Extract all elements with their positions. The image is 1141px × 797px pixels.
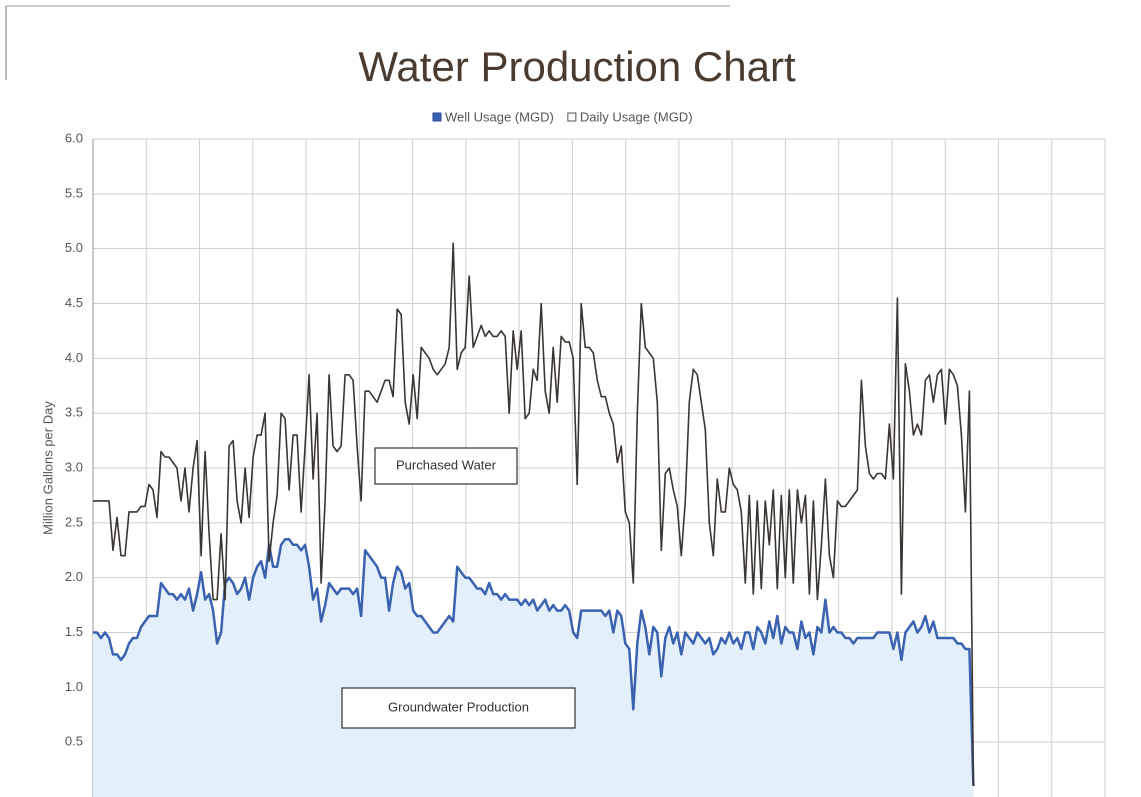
legend-label: Well Usage (MGD)	[445, 109, 554, 124]
series-line	[93, 242, 975, 787]
y-axis-label: Million Gallons per Day	[40, 401, 55, 535]
annotation-text: Purchased Water	[396, 457, 497, 472]
y-tick-label: 3.0	[65, 459, 83, 474]
legend-swatch	[567, 112, 577, 122]
y-tick-label: 1.5	[65, 624, 83, 639]
y-tick-label: 6.0	[65, 130, 83, 145]
area-fill	[93, 539, 974, 797]
annotation-box	[341, 687, 576, 729]
y-tick-label: 5.5	[65, 185, 83, 200]
y-tick-label: 4.0	[65, 350, 83, 365]
legend-label: Daily Usage (MGD)	[580, 109, 693, 124]
annotation-text: Groundwater Production	[388, 699, 529, 714]
y-tick-label: 3.5	[65, 405, 83, 420]
y-tick-label: 2.5	[65, 514, 83, 529]
annotation-box	[374, 447, 518, 485]
y-tick-label: 5.0	[65, 240, 83, 255]
y-tick-label: 4.5	[65, 295, 83, 310]
series-line	[93, 538, 975, 787]
legend-swatch	[432, 112, 442, 122]
y-tick-label: 1.0	[65, 679, 83, 694]
chart-title: Water Production Chart	[358, 43, 796, 90]
y-tick-label: 0.5	[65, 734, 83, 749]
y-tick-label: 2.0	[65, 569, 83, 584]
legend: Well Usage (MGD) Daily Usage (MGD)	[432, 109, 693, 124]
